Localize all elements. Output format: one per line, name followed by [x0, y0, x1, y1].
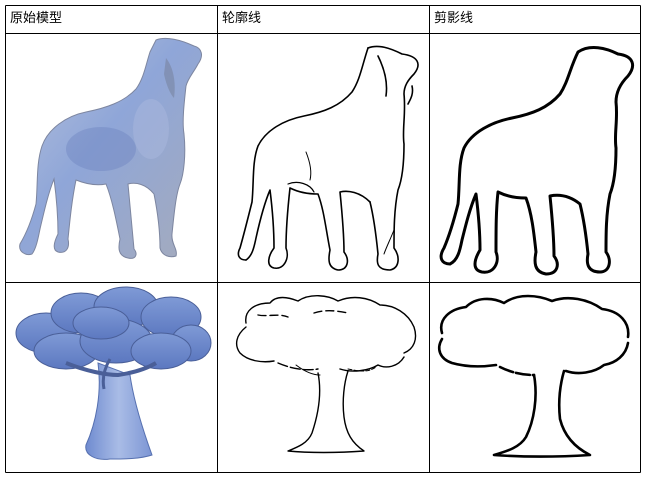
tree-silhouette-image: [438, 294, 630, 458]
header-silhouette-lines: 剪影线: [434, 11, 474, 26]
dog-silhouette-image: [439, 46, 635, 276]
tree-contour-image: [235, 295, 417, 454]
dog-icon: [439, 46, 635, 276]
header-contour-lines: 轮廓线: [222, 11, 262, 26]
dog-contour-image: [237, 45, 419, 271]
tree-model-image: [15, 286, 212, 460]
dog-model-image: [19, 37, 202, 259]
header-original-model: 原始模型: [10, 11, 63, 26]
dog-icon: [19, 37, 202, 259]
